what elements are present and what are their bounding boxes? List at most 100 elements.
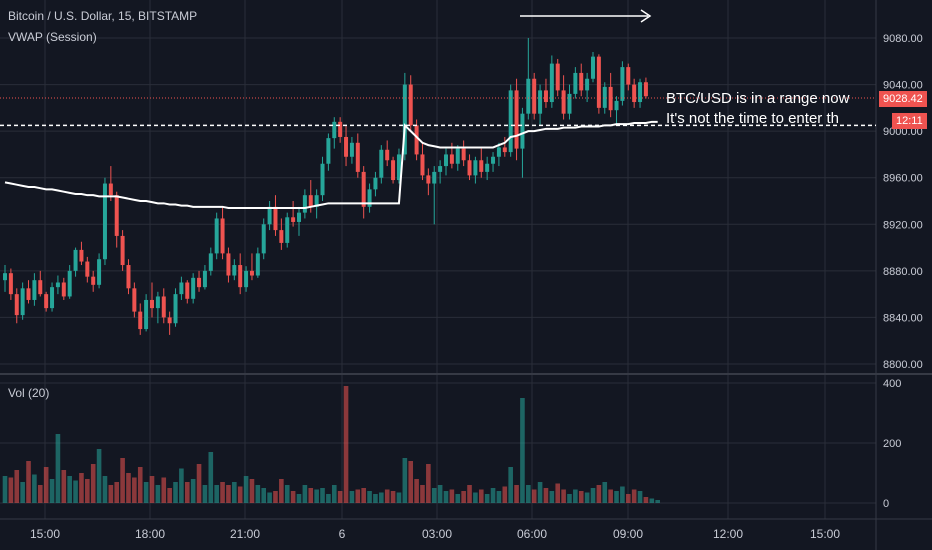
price-tick-label: 8800.00	[883, 359, 923, 371]
candle-body	[485, 163, 490, 172]
candle-body	[426, 175, 431, 184]
candle-body	[273, 206, 278, 231]
volume-indicator-label[interactable]: Vol (20)	[8, 386, 50, 400]
time-tick-label: 09:00	[613, 527, 643, 541]
candle-body	[202, 270, 207, 288]
volume-bar	[367, 491, 372, 503]
volume-bar	[596, 485, 602, 503]
symbol-label: Bitcoin / U.S. Dollar, 15, BITSTAMP	[8, 9, 198, 23]
volume-bar	[261, 488, 267, 503]
volume-bar	[8, 477, 14, 503]
volume-bar	[578, 491, 584, 503]
volume-bar	[161, 477, 167, 503]
volume-bar	[431, 488, 437, 503]
price-tick-label: 8920.00	[883, 219, 923, 231]
volume-bar	[384, 489, 390, 503]
candle-body	[14, 294, 19, 316]
volume-bar	[573, 489, 578, 503]
volume-bar	[314, 489, 319, 503]
candle-body	[44, 294, 49, 309]
volume-bar	[502, 486, 508, 503]
candle-body	[608, 86, 613, 111]
volume-bar	[120, 458, 125, 503]
volume-bar	[20, 482, 25, 503]
volume-bar	[343, 386, 349, 503]
volume-bar	[396, 492, 402, 503]
volume-bar	[273, 491, 278, 503]
price-tick-label: 8960.00	[883, 173, 923, 185]
volume-bar	[32, 474, 37, 503]
candle-body	[420, 154, 425, 176]
volume-bar	[226, 485, 231, 503]
volume-bar	[237, 486, 243, 503]
candlesticks	[3, 38, 648, 335]
volume-bar	[437, 485, 443, 503]
volume-bar	[214, 485, 219, 503]
volume-bar	[190, 479, 196, 503]
arrow-annotation	[520, 9, 652, 23]
volume-bar	[426, 464, 431, 503]
volume-bar	[14, 470, 20, 503]
volume-bar	[543, 488, 549, 503]
volume-bar	[478, 489, 484, 503]
time-tick-label: 12:00	[713, 527, 743, 541]
candle-body	[185, 282, 190, 299]
volume-bar	[555, 483, 561, 503]
volume-bar	[320, 488, 325, 503]
volume-bar	[255, 485, 261, 503]
volume-bar	[620, 486, 625, 503]
candle-body	[526, 78, 531, 114]
volume-bar	[302, 485, 308, 503]
volume-bar	[155, 485, 161, 503]
candle-body	[567, 93, 572, 114]
volume-bar	[655, 500, 660, 503]
candle-body	[643, 82, 648, 97]
volume-bar	[361, 488, 366, 503]
price-tick-label: 9040.00	[883, 80, 923, 92]
candle-body	[596, 56, 601, 108]
price-axis: 8800.00 8840.00 8880.00 8920.00 8960.00 9000.…	[883, 33, 923, 510]
candle-body	[126, 265, 131, 289]
volume-bar	[531, 489, 537, 503]
volume-bar	[490, 488, 496, 503]
candle-body	[538, 90, 543, 114]
candle-body	[302, 195, 307, 213]
candle-body	[438, 166, 443, 172]
candle-body	[455, 148, 460, 164]
volume-bar	[390, 491, 396, 503]
volume-bar	[414, 479, 419, 503]
candle-body	[73, 249, 78, 271]
vwap-indicator-label[interactable]: VWAP (Session)	[8, 30, 97, 44]
candle-body	[161, 296, 166, 318]
candle-body	[308, 195, 313, 207]
annotation-line-2: It's not the time to enter th	[666, 110, 839, 127]
time-tick-label: 15:00	[30, 527, 60, 541]
volume-bar	[220, 482, 225, 503]
candle-body	[591, 56, 595, 79]
candle-body	[120, 235, 125, 266]
vwap-line	[4, 120, 658, 209]
candle-body	[349, 142, 354, 157]
candle-body	[432, 171, 437, 184]
candle-body	[8, 273, 13, 295]
volume-bar	[484, 494, 490, 503]
candle-body	[108, 183, 113, 196]
candle-body	[320, 163, 325, 196]
volume-bar	[208, 452, 214, 503]
price-tick-label: 8880.00	[883, 266, 923, 278]
volume-bar	[326, 494, 331, 503]
volume-bar	[461, 491, 466, 503]
candle-body	[614, 100, 619, 111]
candle-body	[332, 121, 337, 139]
volume-tick-label: 200	[883, 438, 901, 450]
volume-bar	[26, 461, 31, 503]
candle-body	[626, 67, 631, 85]
candle-body	[638, 82, 643, 103]
volume-bar	[537, 482, 543, 503]
volume-bar	[514, 485, 519, 503]
volume-bar	[625, 494, 631, 503]
candle-body	[244, 270, 249, 288]
volume-bar	[284, 485, 290, 503]
volume-bars	[2, 386, 660, 503]
